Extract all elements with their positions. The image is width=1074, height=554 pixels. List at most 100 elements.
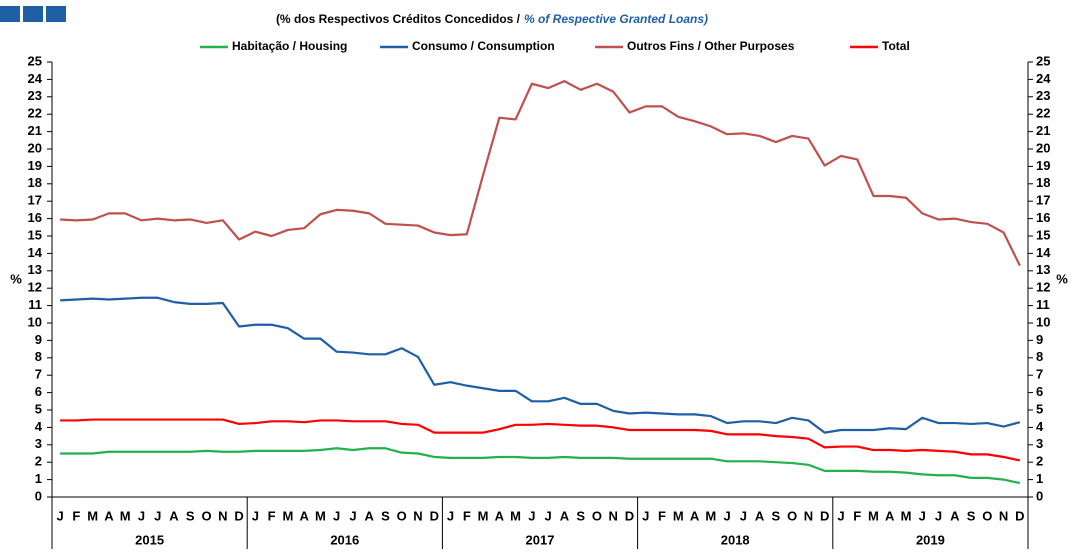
logo-block	[46, 6, 66, 22]
y2-tick-label: 22	[1036, 106, 1050, 121]
x-tick-label: J	[57, 508, 64, 523]
x-tick-label: M	[315, 508, 326, 523]
y-tick-label: 7	[35, 367, 42, 382]
y-tick-label: 8	[35, 349, 42, 364]
x-tick-label: S	[576, 508, 585, 523]
y2-tick-label: 21	[1036, 123, 1050, 138]
x-tick-label: F	[658, 508, 666, 523]
x-tick-label: D	[430, 508, 439, 523]
x-tick-label: J	[349, 508, 356, 523]
y2-tick-label: 13	[1036, 262, 1050, 277]
y2-tick-label: 4	[1036, 419, 1044, 434]
y2-tick-label: 12	[1036, 280, 1050, 295]
x-tick-label: J	[723, 508, 730, 523]
y-tick-label: 21	[28, 123, 42, 138]
y2-tick-label: 17	[1036, 193, 1050, 208]
series-line	[60, 418, 1021, 462]
x-tick-label: A	[365, 508, 375, 523]
x-tick-label: O	[201, 508, 211, 523]
x-tick-label: S	[381, 508, 390, 523]
x-tick-label: M	[478, 508, 489, 523]
x-tick-label: D	[234, 508, 243, 523]
x-tick-label: M	[901, 508, 912, 523]
y2-tick-label: 14	[1036, 245, 1051, 260]
y-tick-label: 15	[28, 227, 42, 242]
x-tick-label: F	[72, 508, 80, 523]
x-tick-label: J	[154, 508, 161, 523]
x-tick-label: A	[950, 508, 960, 523]
legend-label: Total	[882, 39, 910, 53]
x-tick-label: M	[673, 508, 684, 523]
x-tick-label: D	[1015, 508, 1024, 523]
year-label: 2017	[526, 532, 555, 547]
x-tick-label: A	[299, 508, 309, 523]
x-tick-label: M	[87, 508, 98, 523]
x-tick-label: N	[804, 508, 813, 523]
y2-tick-label: 23	[1036, 88, 1050, 103]
y2-tick-label: 8	[1036, 349, 1043, 364]
year-label: 2015	[135, 532, 164, 547]
x-tick-label: O	[787, 508, 797, 523]
x-tick-label: N	[218, 508, 227, 523]
x-tick-label: J	[138, 508, 145, 523]
y-tick-label: 6	[35, 384, 42, 399]
x-tick-label: S	[186, 508, 195, 523]
y-tick-label: 13	[28, 262, 42, 277]
y2-tick-label: 25	[1036, 53, 1050, 68]
x-tick-label: J	[935, 508, 942, 523]
y-tick-label: 4	[35, 419, 43, 434]
x-tick-label: J	[528, 508, 535, 523]
y2-tick-label: 1	[1036, 471, 1043, 486]
x-tick-label: A	[560, 508, 570, 523]
x-tick-label: A	[169, 508, 179, 523]
x-tick-label: J	[333, 508, 340, 523]
y-tick-label: 23	[28, 88, 42, 103]
y-tick-label: 18	[28, 175, 42, 190]
x-tick-label: A	[690, 508, 700, 523]
y2-tick-label: 19	[1036, 158, 1050, 173]
y-axis-label: %	[10, 271, 22, 286]
x-tick-label: O	[592, 508, 602, 523]
x-tick-label: A	[885, 508, 895, 523]
y-tick-label: 11	[28, 297, 42, 312]
x-tick-label: A	[104, 508, 114, 523]
x-tick-label: S	[967, 508, 976, 523]
y2-tick-label: 15	[1036, 227, 1050, 242]
y2-tick-label: 24	[1036, 71, 1051, 86]
subtitle: (% dos Respectivos Créditos Concedidos /	[276, 12, 521, 26]
x-tick-label: N	[413, 508, 422, 523]
y-tick-label: 10	[28, 314, 42, 329]
x-tick-label: M	[868, 508, 879, 523]
x-tick-label: M	[120, 508, 131, 523]
x-tick-label: A	[755, 508, 765, 523]
y2-tick-label: 20	[1036, 140, 1050, 155]
series-line	[60, 80, 1021, 267]
y-tick-label: 16	[28, 210, 42, 225]
x-tick-label: F	[853, 508, 861, 523]
y2-tick-label: 7	[1036, 367, 1043, 382]
logo-block	[23, 6, 43, 22]
y2-tick-label: 0	[1036, 488, 1043, 503]
y2-tick-label: 16	[1036, 210, 1050, 225]
x-tick-label: J	[837, 508, 844, 523]
x-tick-label: J	[447, 508, 454, 523]
y-tick-label: 22	[28, 106, 42, 121]
y2-axis-label: %	[1056, 271, 1068, 286]
x-tick-label: D	[625, 508, 634, 523]
y-tick-label: 0	[35, 488, 42, 503]
x-tick-label: S	[772, 508, 781, 523]
legend-label: Outros Fins / Other Purposes	[627, 39, 795, 53]
x-tick-label: J	[919, 508, 926, 523]
subtitle-en: % of Respective Granted Loans)	[524, 12, 708, 26]
y2-tick-label: 3	[1036, 436, 1043, 451]
x-tick-label: O	[982, 508, 992, 523]
y-tick-label: 14	[28, 245, 43, 260]
x-tick-label: M	[282, 508, 293, 523]
y2-tick-label: 6	[1036, 384, 1043, 399]
y2-tick-label: 2	[1036, 454, 1043, 469]
x-tick-label: D	[820, 508, 829, 523]
logo-block	[0, 6, 20, 22]
x-tick-label: M	[510, 508, 521, 523]
y2-tick-label: 11	[1036, 297, 1050, 312]
